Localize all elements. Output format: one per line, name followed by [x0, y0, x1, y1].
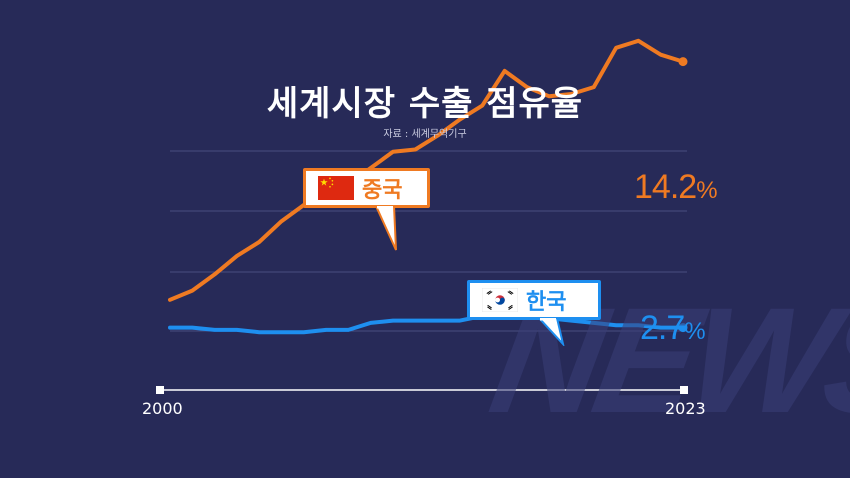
korea-final-unit: %	[684, 318, 705, 345]
data-point-korea-2023	[678, 323, 688, 333]
korea-final-value: 2.7%	[640, 309, 706, 348]
x-axis-end-label: 2023	[665, 399, 706, 418]
china-callout-pointer	[374, 206, 397, 251]
korea-label: 한국	[526, 290, 567, 315]
korea-final-number: 2.7	[640, 309, 685, 347]
korea-callout-pointer	[537, 318, 565, 346]
china-label: 중국	[362, 178, 403, 203]
chart-source: 자료 : 세계무역기구	[383, 129, 467, 140]
china-final-number: 14.2	[634, 168, 697, 206]
x-axis-end-tick	[680, 386, 688, 394]
china-final-unit: %	[696, 177, 717, 204]
china-callout: 중국	[303, 168, 430, 208]
korea-callout: 한국	[467, 280, 601, 320]
series-line-china	[168, 38, 685, 302]
data-point-china-2023	[678, 57, 688, 67]
series-line-korea	[168, 314, 685, 335]
x-axis-start-label: 2000	[142, 399, 183, 418]
china-final-value: 14.2%	[634, 168, 718, 207]
x-axis-start-tick	[156, 386, 164, 394]
chart-title: 세계시장 수출 점유율	[266, 84, 584, 124]
korea-flag-icon	[482, 288, 518, 312]
china-flag-icon	[318, 176, 354, 200]
